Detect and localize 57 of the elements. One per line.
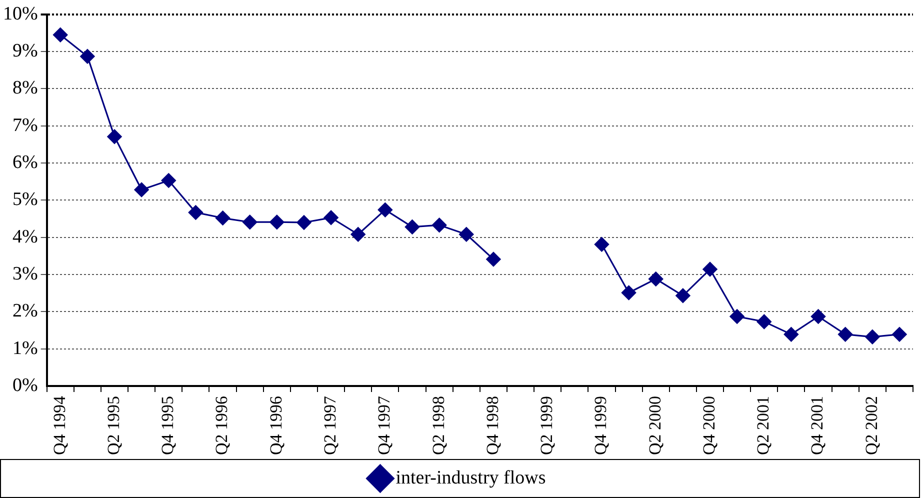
x-tick-label: Q4 1998 (482, 396, 502, 456)
y-tick-label: 0% (12, 374, 38, 396)
point (270, 214, 284, 230)
point (648, 272, 664, 286)
x-tick-label: Q2 2002 (862, 396, 881, 456)
x-tick-label: Q2 1995 (104, 396, 123, 456)
point (242, 214, 258, 230)
y-tick-label: 3% (12, 263, 38, 284)
point (296, 215, 312, 230)
y-tick-label: 9% (12, 40, 38, 62)
y-tick-label: 1% (12, 338, 38, 359)
y-tick-label: 5% (12, 189, 38, 210)
x-tick-label: Q2 2001 (754, 396, 773, 456)
x-tick-label: Q4 1994 (50, 395, 69, 456)
point (215, 210, 230, 226)
point (188, 205, 203, 220)
point (324, 210, 338, 225)
x-tick-label: Q2 2000 (645, 396, 664, 456)
point (892, 327, 907, 342)
point (594, 237, 610, 252)
point (621, 285, 636, 300)
point (838, 327, 853, 342)
y-tick-label: 6% (12, 152, 38, 174)
point (702, 262, 718, 277)
point (486, 252, 501, 267)
point (676, 288, 690, 303)
point (756, 314, 772, 329)
point (730, 309, 744, 324)
point (810, 309, 826, 324)
x-tick-label: Q2 1998 (428, 396, 448, 456)
x-tick-label: Q4 1995 (158, 396, 178, 456)
legend-label: inter-industry flows (396, 467, 546, 488)
y-tick-label: 7% (12, 114, 38, 136)
point (134, 182, 149, 198)
point (865, 330, 880, 344)
point (404, 220, 420, 234)
point (378, 202, 392, 218)
point (350, 227, 366, 242)
point (432, 218, 447, 232)
point (107, 129, 122, 144)
x-tick-label: Q4 1997 (374, 395, 394, 456)
y-tick-label: 2% (12, 300, 38, 322)
y-tick-label: 8% (12, 78, 38, 99)
x-tick-label: Q2 1997 (320, 395, 340, 456)
point (161, 173, 176, 188)
point (459, 227, 474, 242)
x-tick-label: Q4 2001 (808, 396, 827, 456)
x-tick-label: Q4 2000 (699, 396, 718, 456)
point (784, 327, 798, 342)
x-tick-label: Q2 1996 (212, 396, 232, 456)
point (53, 28, 68, 42)
y-tick-label: 10% (3, 3, 38, 24)
point (80, 49, 95, 64)
x-tick-label: Q4 1996 (266, 396, 286, 456)
y-tick-label: 4% (12, 226, 38, 248)
x-tick-label: Q2 1999 (537, 396, 556, 456)
x-tick-label: Q4 1999 (591, 396, 610, 456)
